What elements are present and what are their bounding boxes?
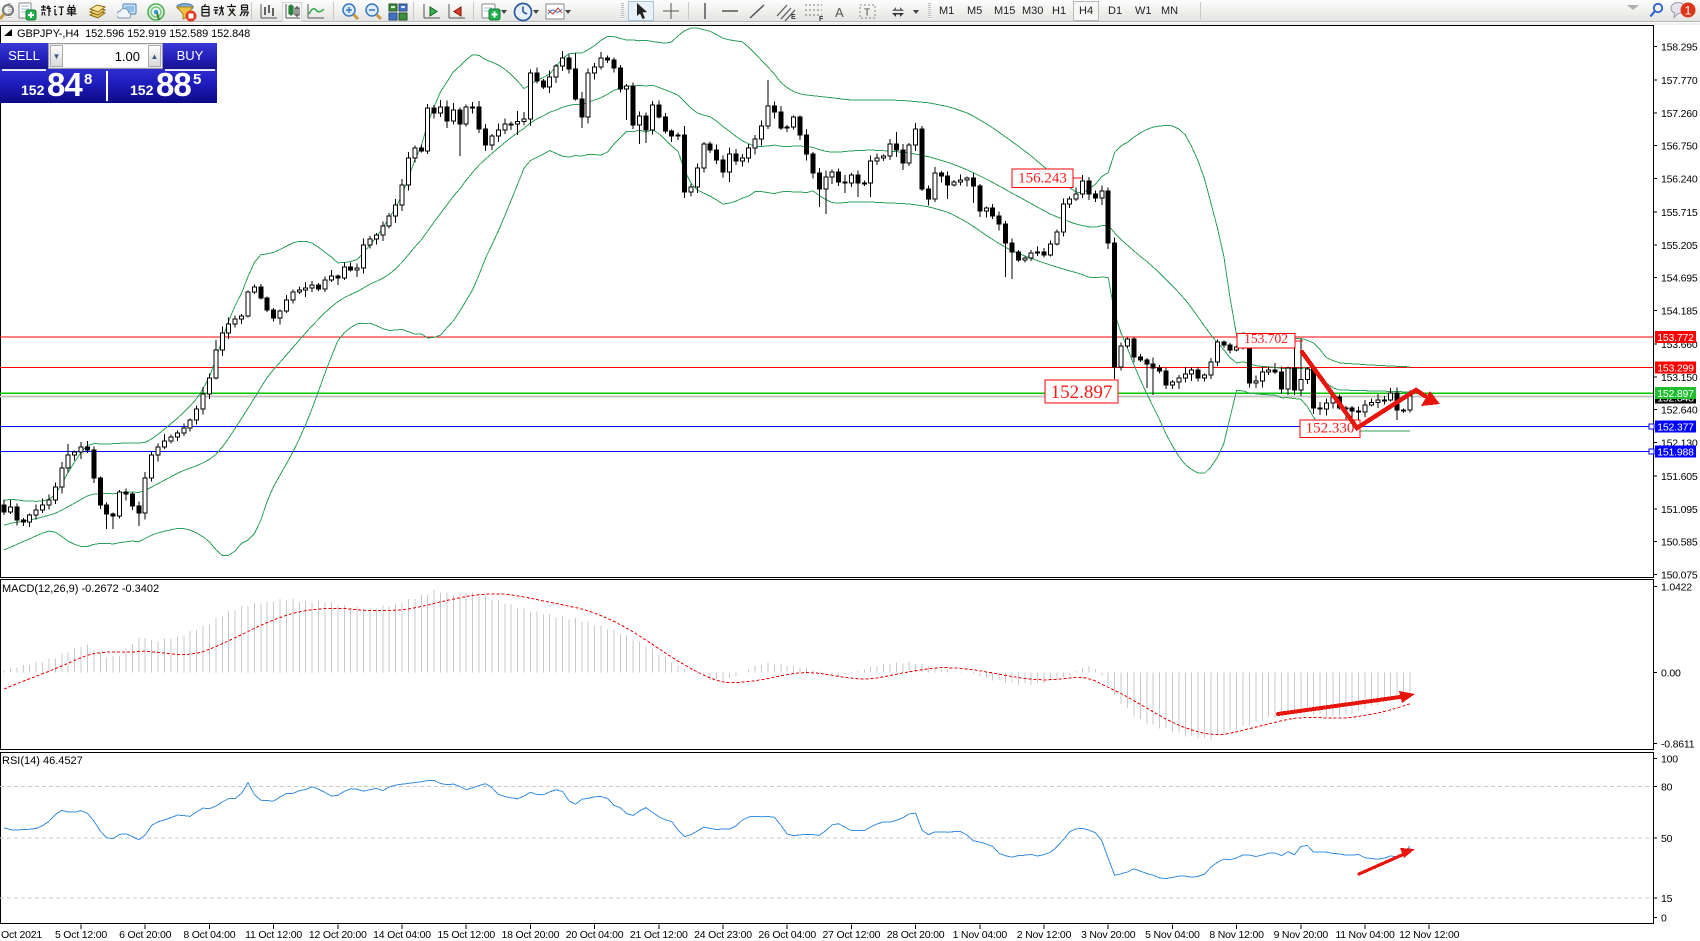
svg-text:2 Nov 12:00: 2 Nov 12:00: [1017, 929, 1072, 941]
svg-text:20 Oct 04:00: 20 Oct 04:00: [566, 929, 624, 941]
svg-text:15 Oct 12:00: 15 Oct 12:00: [437, 929, 495, 941]
svg-text:152.377: 152.377: [1657, 422, 1694, 434]
svg-text:1 Nov 04:00: 1 Nov 04:00: [953, 929, 1008, 941]
svg-text:154.185: 154.185: [1661, 305, 1698, 317]
svg-text:150.585: 150.585: [1661, 537, 1698, 549]
svg-text:151.605: 151.605: [1661, 471, 1698, 483]
svg-text:156.243: 156.243: [1018, 171, 1067, 187]
svg-text:153.702: 153.702: [1244, 331, 1288, 346]
svg-text:152.897: 152.897: [1051, 382, 1113, 403]
svg-text:5 Nov 04:00: 5 Nov 04:00: [1145, 929, 1200, 941]
svg-text:Oct 2021: Oct 2021: [1, 929, 42, 941]
svg-text:21 Oct 12:00: 21 Oct 12:00: [630, 929, 688, 941]
svg-text:18 Oct 20:00: 18 Oct 20:00: [502, 929, 560, 941]
svg-text:8 Nov 12:00: 8 Nov 12:00: [1209, 929, 1264, 941]
svg-text:MACD(12,26,9) -0.2672 -0.3402: MACD(12,26,9) -0.2672 -0.3402: [2, 583, 159, 595]
svg-text:12 Nov 12:00: 12 Nov 12:00: [1399, 929, 1459, 941]
svg-text:F: F: [819, 16, 824, 22]
svg-text:157.770: 157.770: [1661, 75, 1698, 87]
svg-text:150.075: 150.075: [1661, 569, 1698, 581]
svg-text:12 Oct 20:00: 12 Oct 20:00: [309, 929, 367, 941]
svg-text:1: 1: [1685, 4, 1692, 18]
svg-text:1.0422: 1.0422: [1661, 582, 1692, 594]
svg-text:24 Oct 23:00: 24 Oct 23:00: [694, 929, 752, 941]
svg-text:156.750: 156.750: [1661, 141, 1698, 153]
svg-text:11 Oct 12:00: 11 Oct 12:00: [245, 929, 302, 941]
svg-text:28 Oct 20:00: 28 Oct 20:00: [887, 929, 945, 941]
svg-text:152.640: 152.640: [1661, 405, 1698, 417]
svg-text:9 Nov 20:00: 9 Nov 20:00: [1274, 929, 1329, 941]
svg-text:152.897: 152.897: [1657, 388, 1694, 400]
svg-text:153.772: 153.772: [1657, 332, 1694, 344]
svg-text:14 Oct 04:00: 14 Oct 04:00: [373, 929, 431, 941]
svg-text:T: T: [864, 8, 870, 19]
svg-text:0: 0: [1661, 913, 1667, 925]
svg-text:153.150: 153.150: [1661, 372, 1698, 384]
svg-text:6 Oct 20:00: 6 Oct 20:00: [119, 929, 171, 941]
svg-text:8 Oct 04:00: 8 Oct 04:00: [183, 929, 235, 941]
svg-text:151.988: 151.988: [1657, 447, 1694, 459]
svg-text:153.299: 153.299: [1657, 362, 1694, 374]
svg-text:100: 100: [1661, 754, 1678, 766]
svg-text:RSI(14) 46.4527: RSI(14) 46.4527: [2, 755, 83, 767]
svg-text:152.330: 152.330: [1306, 421, 1355, 437]
svg-text:154.695: 154.695: [1661, 273, 1698, 285]
svg-text:80: 80: [1661, 782, 1673, 794]
svg-text:0.00: 0.00: [1661, 668, 1681, 680]
svg-text:3 Nov 20:00: 3 Nov 20:00: [1081, 929, 1136, 941]
svg-text:151.095: 151.095: [1661, 504, 1698, 516]
svg-text:-0.8611: -0.8611: [1661, 739, 1695, 751]
svg-text:50: 50: [1661, 833, 1673, 845]
svg-text:155.715: 155.715: [1661, 207, 1698, 219]
svg-text:27 Oct 12:00: 27 Oct 12:00: [823, 929, 881, 941]
svg-text:26 Oct 04:00: 26 Oct 04:00: [758, 929, 816, 941]
svg-text:5 Oct 12:00: 5 Oct 12:00: [55, 929, 107, 941]
svg-text:15: 15: [1661, 893, 1673, 905]
svg-text:157.260: 157.260: [1661, 108, 1698, 120]
svg-text:156.240: 156.240: [1661, 174, 1698, 186]
svg-text:E: E: [791, 14, 796, 21]
svg-text:158.295: 158.295: [1661, 42, 1698, 54]
svg-text:155.205: 155.205: [1661, 240, 1698, 252]
svg-text:11 Nov 04:00: 11 Nov 04:00: [1335, 929, 1395, 941]
